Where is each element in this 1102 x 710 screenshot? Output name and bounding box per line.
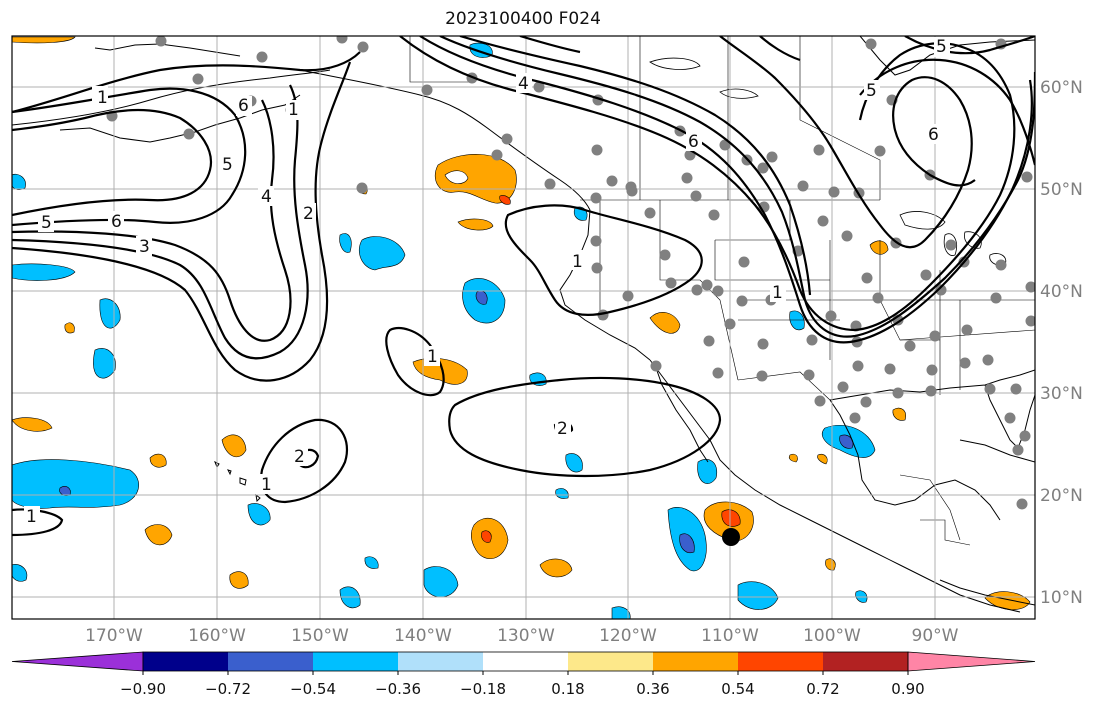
- colorbar-segment: [653, 652, 738, 671]
- contour-label: 6: [688, 132, 699, 152]
- lon-tick-label: 160°W: [188, 626, 246, 646]
- contour-label-group: 1 6 5 4 2 3 5 6 1 4 5 6 6 5 2 1 1 1 2: [24, 37, 950, 527]
- lat-tick-label: 20°N: [1040, 486, 1083, 506]
- colorbar-tick-label: −0.18: [460, 680, 506, 698]
- colorbar-tick-label: −0.90: [120, 680, 166, 698]
- colorbar-tick-label: 0.90: [891, 680, 924, 698]
- longitude-axis: 170°W 160°W 150°W 140°W 130°W 120°W 110°…: [85, 626, 959, 646]
- contour-label: 3: [139, 237, 150, 257]
- lon-tick-label: 110°W: [701, 626, 759, 646]
- colorbar-extend-high: [907, 651, 1036, 672]
- colorbar-segment: [228, 652, 313, 671]
- colorbar-frame: [142, 651, 909, 672]
- colorbar-tick-label: 0.54: [721, 680, 754, 698]
- contour-label: 1: [572, 252, 583, 272]
- contour-label: 2: [294, 447, 305, 467]
- colorbar-segment: [143, 652, 228, 671]
- contour-label: 1: [26, 507, 37, 527]
- lat-tick-label: 30°N: [1040, 384, 1083, 404]
- contour-label: 1: [288, 100, 299, 120]
- colorbar-tick-label: 0.36: [636, 680, 669, 698]
- contour-label: 4: [518, 74, 529, 94]
- contour-label: 6: [238, 96, 249, 116]
- contour-label: 5: [41, 213, 52, 233]
- lon-tick-label: 120°W: [599, 626, 657, 646]
- colorbar-segment: [823, 652, 908, 671]
- colorbar-tick-label: 0.18: [551, 680, 584, 698]
- colorbar-extend-low: [11, 651, 144, 672]
- colorbar-segment: [483, 652, 568, 671]
- lon-tick-label: 150°W: [291, 626, 349, 646]
- coastlines: [12, 36, 1035, 613]
- colorbar-tick-label: −0.36: [375, 680, 421, 698]
- colorbar-segment: [738, 652, 823, 671]
- lat-tick-label: 60°N: [1040, 78, 1083, 98]
- storm-center-marker: [722, 528, 740, 546]
- colorbar-tick-label: −0.54: [290, 680, 336, 698]
- colorbar-tick-label: −0.72: [205, 680, 251, 698]
- contour-label: 1: [427, 347, 438, 367]
- contour-label: 6: [111, 212, 122, 232]
- contour-label: 1: [97, 88, 108, 108]
- lat-tick-label: 40°N: [1040, 282, 1083, 302]
- contour-label: 1: [261, 475, 272, 495]
- map-title: 2023100400 F024: [445, 9, 601, 29]
- lon-tick-label: 140°W: [394, 626, 452, 646]
- colorbar-tick-label: 0.72: [806, 680, 839, 698]
- colorbar-segment: [568, 652, 653, 671]
- lat-tick-label: 50°N: [1040, 180, 1083, 200]
- contour-label: 4: [261, 187, 272, 207]
- contour-label: 2: [557, 419, 568, 439]
- colorbar-segment: [313, 652, 398, 671]
- contour-label: 1: [772, 283, 783, 303]
- colorbar-segment: [398, 652, 483, 671]
- lat-tick-label: 10°N: [1040, 588, 1083, 608]
- colorbar: −0.90 −0.72 −0.54 −0.36 −0.18 0.18 0.36 0.54 0.7…: [11, 651, 1036, 698]
- lon-tick-label: 100°W: [803, 626, 861, 646]
- contour-label: 6: [928, 125, 939, 145]
- lon-tick-label: 130°W: [497, 626, 555, 646]
- contour-label: 5: [222, 155, 233, 175]
- map-frame: [11, 35, 1036, 620]
- lon-tick-label: 170°W: [85, 626, 143, 646]
- lon-tick-label: 90°W: [912, 626, 959, 646]
- great-lakes: [649, 57, 1007, 267]
- contour-label: 5: [936, 37, 947, 57]
- latitude-axis: 60°N 50°N 40°N 30°N 20°N 10°N: [1040, 78, 1083, 608]
- contour-label: 2: [303, 204, 314, 224]
- contour-label: 5: [866, 81, 877, 101]
- shaded-anomalies: [12, 36, 1031, 619]
